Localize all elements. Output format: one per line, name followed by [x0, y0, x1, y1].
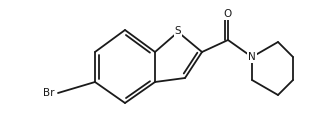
Text: O: O	[224, 9, 232, 19]
Text: Br: Br	[43, 88, 54, 98]
Text: N: N	[248, 52, 256, 62]
Text: S: S	[175, 26, 181, 36]
